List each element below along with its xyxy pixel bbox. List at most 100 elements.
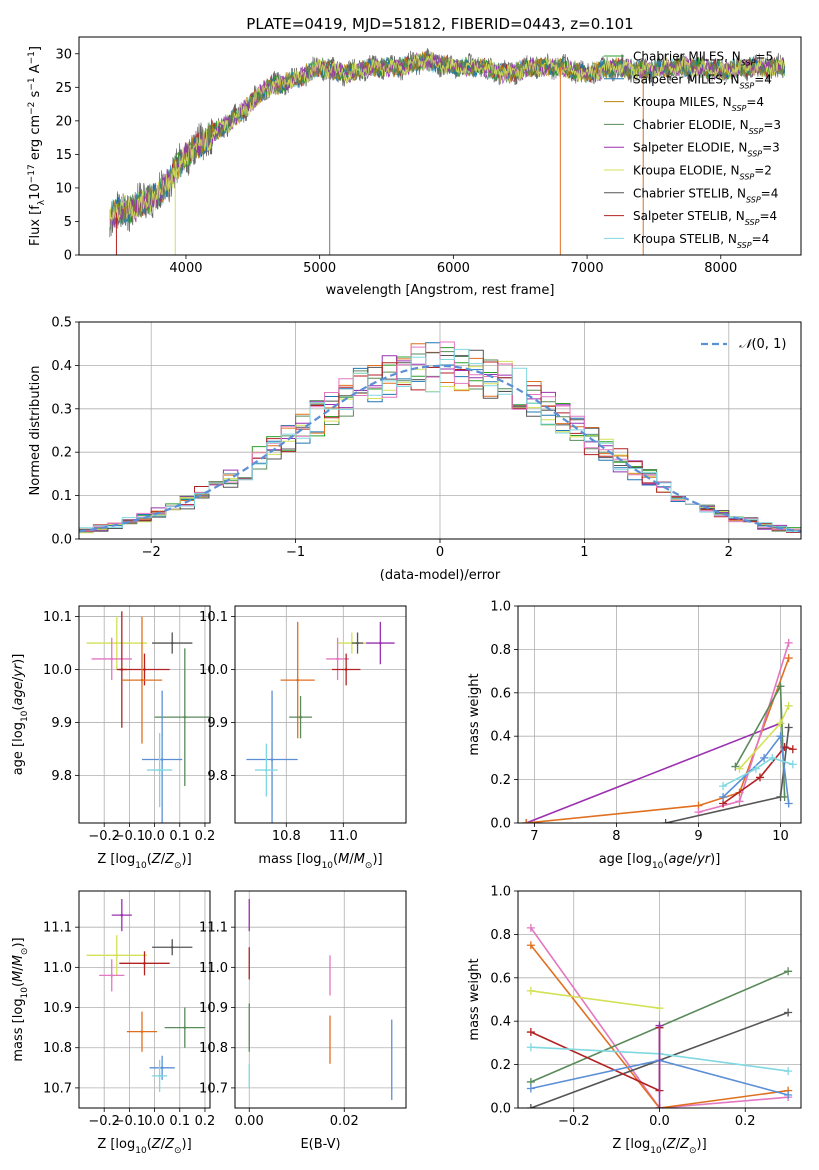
weight-marker bbox=[526, 986, 535, 995]
data-point bbox=[158, 1074, 161, 1078]
y-tick-label: 9.9 bbox=[51, 716, 72, 731]
weight-line bbox=[665, 727, 790, 823]
plot-area bbox=[86, 611, 210, 823]
label-part: 10 bbox=[135, 861, 147, 871]
label-part: 10 bbox=[652, 861, 664, 871]
data-point bbox=[299, 715, 302, 719]
plot-area bbox=[522, 638, 797, 823]
data-point bbox=[143, 962, 146, 965]
y-tick-label: 0.4 bbox=[51, 359, 72, 374]
label-part: ] bbox=[28, 46, 43, 51]
data-point bbox=[160, 1066, 164, 1070]
label-part: / bbox=[161, 852, 166, 867]
weight-marker bbox=[776, 682, 785, 691]
x-axis-label: Z [log10(Z/Z⊙)] bbox=[612, 1137, 706, 1156]
weight-line bbox=[722, 734, 790, 804]
legend-text: Kroupa MILES, N bbox=[633, 95, 732, 109]
weight-marker bbox=[788, 745, 797, 754]
data-point bbox=[115, 641, 119, 645]
label-part: M bbox=[11, 971, 26, 982]
weight-marker bbox=[784, 723, 793, 732]
x-tick-label: 6000 bbox=[437, 261, 470, 276]
label-part: )] bbox=[372, 852, 382, 867]
label-part: ⊙ bbox=[689, 1146, 697, 1156]
legend-sub: SSP bbox=[747, 149, 762, 158]
data-point bbox=[110, 657, 114, 661]
legend-entry: Salpeter ELODIE, NSSP=3 bbox=[633, 141, 780, 159]
label-part: ( bbox=[11, 982, 26, 987]
data-point bbox=[336, 657, 339, 661]
axes-frame bbox=[78, 890, 211, 1109]
label-part: A bbox=[28, 64, 43, 77]
weight-marker bbox=[784, 638, 793, 647]
axes-frame bbox=[234, 890, 407, 1109]
weight-marker bbox=[735, 797, 744, 806]
panel-7: −0.2 0.0 0.20.00.20.40.60.81.0Z [log10(Z/Z… bbox=[467, 885, 802, 1156]
x-tick-label: −0.2 bbox=[88, 1114, 120, 1129]
label-part: )] bbox=[182, 1137, 192, 1152]
legend-text: Salpeter STELIB, N bbox=[633, 209, 745, 223]
plot-area bbox=[79, 341, 801, 536]
y-axis-label: Normed distribution bbox=[28, 366, 43, 496]
data-point bbox=[120, 913, 124, 917]
legend-entry: Chabrier MILES, NSSP=5 bbox=[633, 50, 773, 68]
label-part: Z bbox=[164, 852, 175, 867]
y-tick-label: 1.0 bbox=[490, 600, 511, 615]
legend-entry: Chabrier ELODIE, NSSP=3 bbox=[633, 118, 781, 136]
spectrum-line bbox=[109, 51, 786, 228]
data-point bbox=[183, 1026, 187, 1029]
weight-marker bbox=[784, 1008, 793, 1017]
y-tick-label: 15 bbox=[55, 148, 72, 163]
panel-6: 0.00 0.02 10.7 10.8 10.9 11.0 11.1 E(B-V) bbox=[199, 890, 407, 1152]
legend-text: =4 bbox=[754, 72, 772, 86]
y-tick-label: 25 bbox=[55, 81, 72, 96]
x-tick-label: 7 bbox=[530, 829, 538, 844]
weight-marker bbox=[776, 732, 785, 741]
label-part: )] bbox=[11, 654, 26, 664]
y-axis-label: Flux [fλ10−17 erg cm−2 s−1 A−1] bbox=[27, 46, 47, 246]
weight-line bbox=[530, 990, 660, 1009]
label-part: ( bbox=[663, 852, 668, 867]
legend-text: Kroupa ELODIE, N bbox=[633, 164, 740, 178]
weight-marker bbox=[719, 792, 728, 801]
legend-entry: Salpeter MILES, NSSP=4 bbox=[633, 72, 772, 90]
legend-text: =4 bbox=[761, 186, 779, 200]
weight-marker bbox=[776, 719, 785, 728]
data-point bbox=[170, 945, 174, 949]
label-part: 10 bbox=[28, 183, 43, 200]
x-axis-label: wavelength [Angstrom, rest frame] bbox=[326, 283, 555, 298]
data-point bbox=[158, 768, 161, 772]
weight-marker bbox=[526, 941, 535, 950]
data-point bbox=[143, 668, 146, 671]
label-part: yr bbox=[11, 662, 26, 678]
label-part: λ bbox=[37, 199, 47, 205]
label-part: Z [log bbox=[97, 1137, 135, 1152]
weight-marker bbox=[522, 819, 531, 823]
data-point bbox=[170, 641, 174, 645]
x-tick-label: 10 bbox=[772, 829, 789, 844]
x-axis-label: (data-model)/error bbox=[380, 568, 501, 583]
weight-marker bbox=[719, 782, 728, 791]
y-tick-label: 1.0 bbox=[490, 885, 511, 900]
y-tick-label: 9.8 bbox=[207, 769, 228, 784]
y-axis-label: mass weight bbox=[467, 958, 482, 1040]
label-part: 10 bbox=[20, 710, 30, 722]
legend-entry: Kroupa MILES, NSSP=4 bbox=[633, 95, 764, 113]
y-tick-label: 20 bbox=[55, 114, 72, 129]
axes-frame bbox=[234, 605, 407, 824]
x-tick-label: −2 bbox=[142, 545, 161, 560]
label-part: Z bbox=[666, 1137, 677, 1152]
legend-entry: Salpeter STELIB, NSSP=4 bbox=[633, 209, 777, 227]
legend-sub: SSP bbox=[740, 172, 755, 181]
label-part: M bbox=[338, 852, 349, 867]
label-part: / bbox=[11, 676, 26, 681]
y-tick-label: 0.0 bbox=[490, 817, 511, 832]
axes-frame bbox=[78, 605, 211, 824]
label-part: s bbox=[28, 90, 43, 101]
weight-marker bbox=[784, 1090, 793, 1099]
axes-frame bbox=[78, 36, 802, 256]
label-part: Z [log bbox=[97, 852, 135, 867]
x-tick-label: 8 bbox=[612, 829, 620, 844]
